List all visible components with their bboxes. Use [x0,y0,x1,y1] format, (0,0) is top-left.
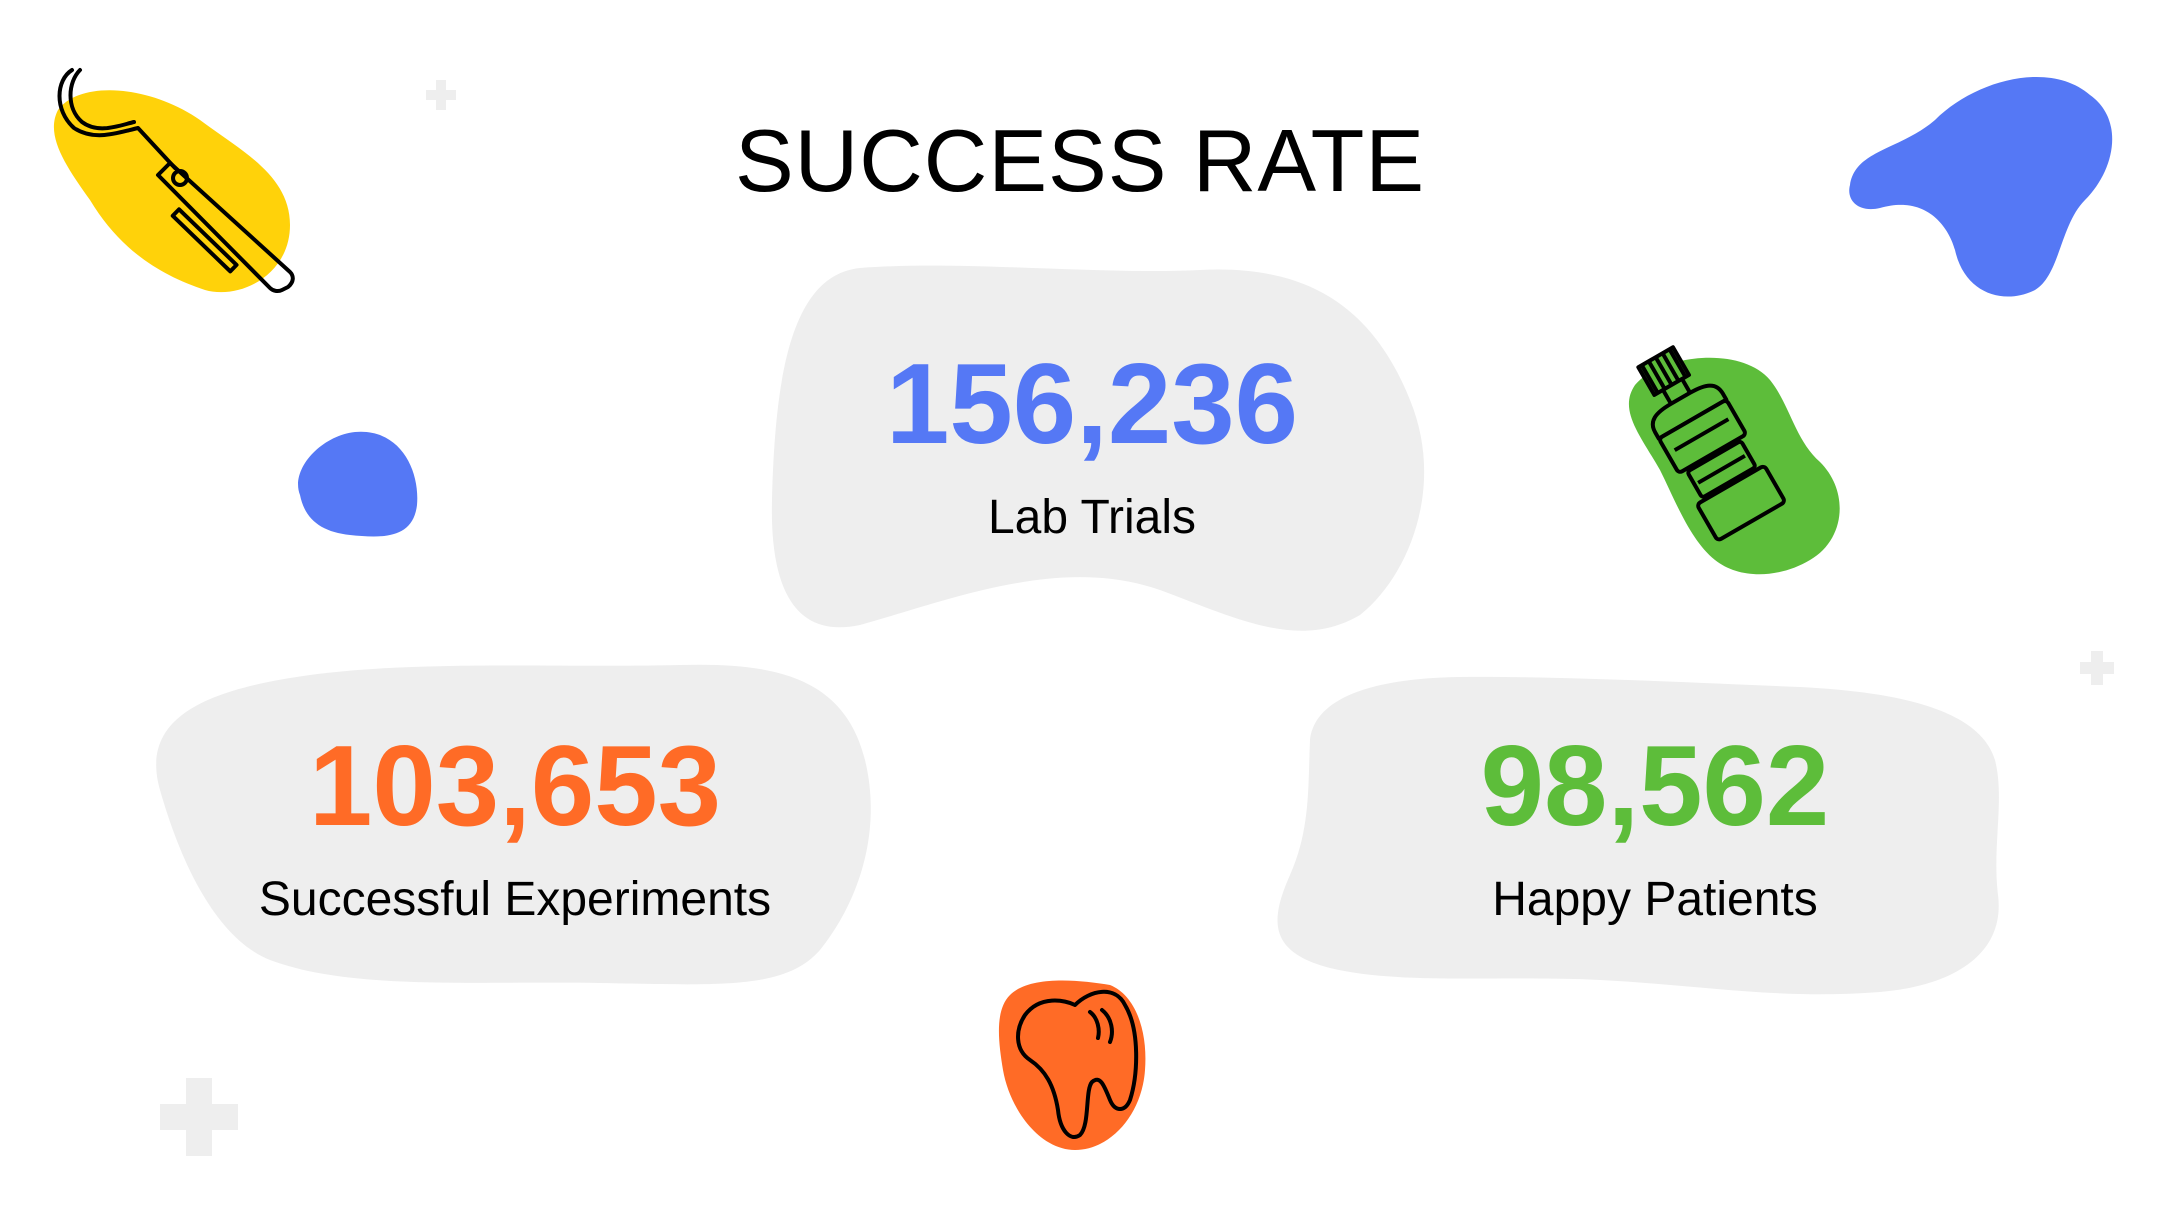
stat-blob-top [771,265,1425,631]
stat-happy-patients: 98,562 Happy Patients [1410,730,1900,927]
plus-icon [426,80,456,110]
blue-blob-large [1849,76,2113,297]
tooth-icon [1016,989,1139,1139]
slide-title: SUCCESS RATE [734,111,1426,210]
stat-value: 98,562 [1480,723,1830,850]
stat-lab-trials: 156,236 Lab Trials [772,348,1412,545]
stat-blob-left [156,664,871,985]
dental-explorer-icon [57,68,295,294]
stat-label: Happy Patients [1492,873,1818,926]
stat-value: 103,653 [308,723,722,850]
stat-label: Lab Trials [987,491,1197,544]
stat-successful-experiments: 103,653 Successful Experiments [160,730,870,927]
plus-icon [160,1078,238,1156]
stat-label: Successful Experiments [258,873,772,926]
plus-icon [2080,651,2114,685]
stat-blob-right [1277,676,1999,995]
blue-blob-small [298,431,418,537]
mouthwash-bottle-icon [1636,345,1786,542]
stat-value: 156,236 [885,341,1299,468]
